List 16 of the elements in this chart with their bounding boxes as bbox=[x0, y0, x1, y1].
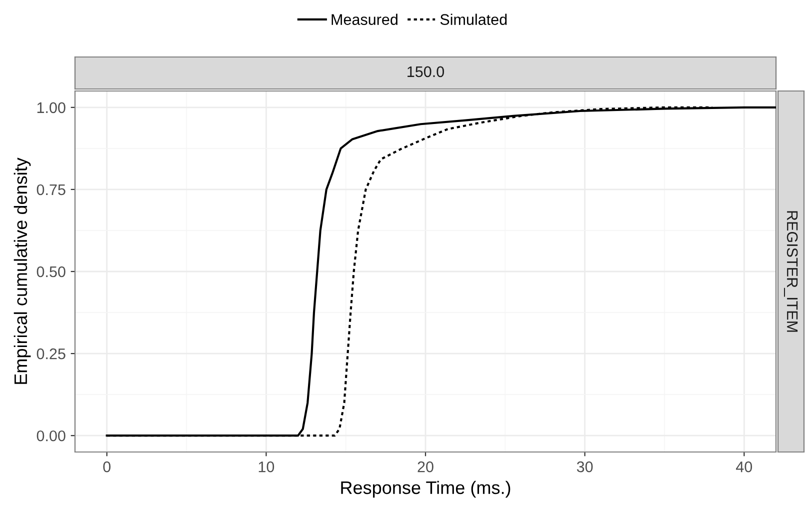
x-tick-label: 40 bbox=[736, 461, 752, 472]
y-tick-label: 1.00 bbox=[37, 102, 66, 114]
text: 150.0 bbox=[408, 66, 444, 78]
y-axis-title: Empirical cumulative density bbox=[14, 158, 31, 384]
x-tick-label: 0 bbox=[103, 461, 111, 472]
y-tick-label: 0.50 bbox=[36, 266, 66, 278]
y-tick-label: 0.75 bbox=[36, 184, 66, 196]
y-tick-label: 0.00 bbox=[36, 430, 66, 442]
text: REGISTER_ITEM bbox=[784, 211, 798, 332]
x-tick-label: 30 bbox=[576, 461, 593, 472]
x-tick-label: 20 bbox=[418, 461, 434, 472]
legend-label: Simulated bbox=[440, 14, 507, 25]
x-tick-label: 10 bbox=[258, 461, 274, 472]
y-tick-label: 0.25 bbox=[36, 348, 66, 360]
x-axis-title: Response Time (ms.) bbox=[341, 480, 510, 498]
legend-label: Measured bbox=[332, 14, 398, 25]
